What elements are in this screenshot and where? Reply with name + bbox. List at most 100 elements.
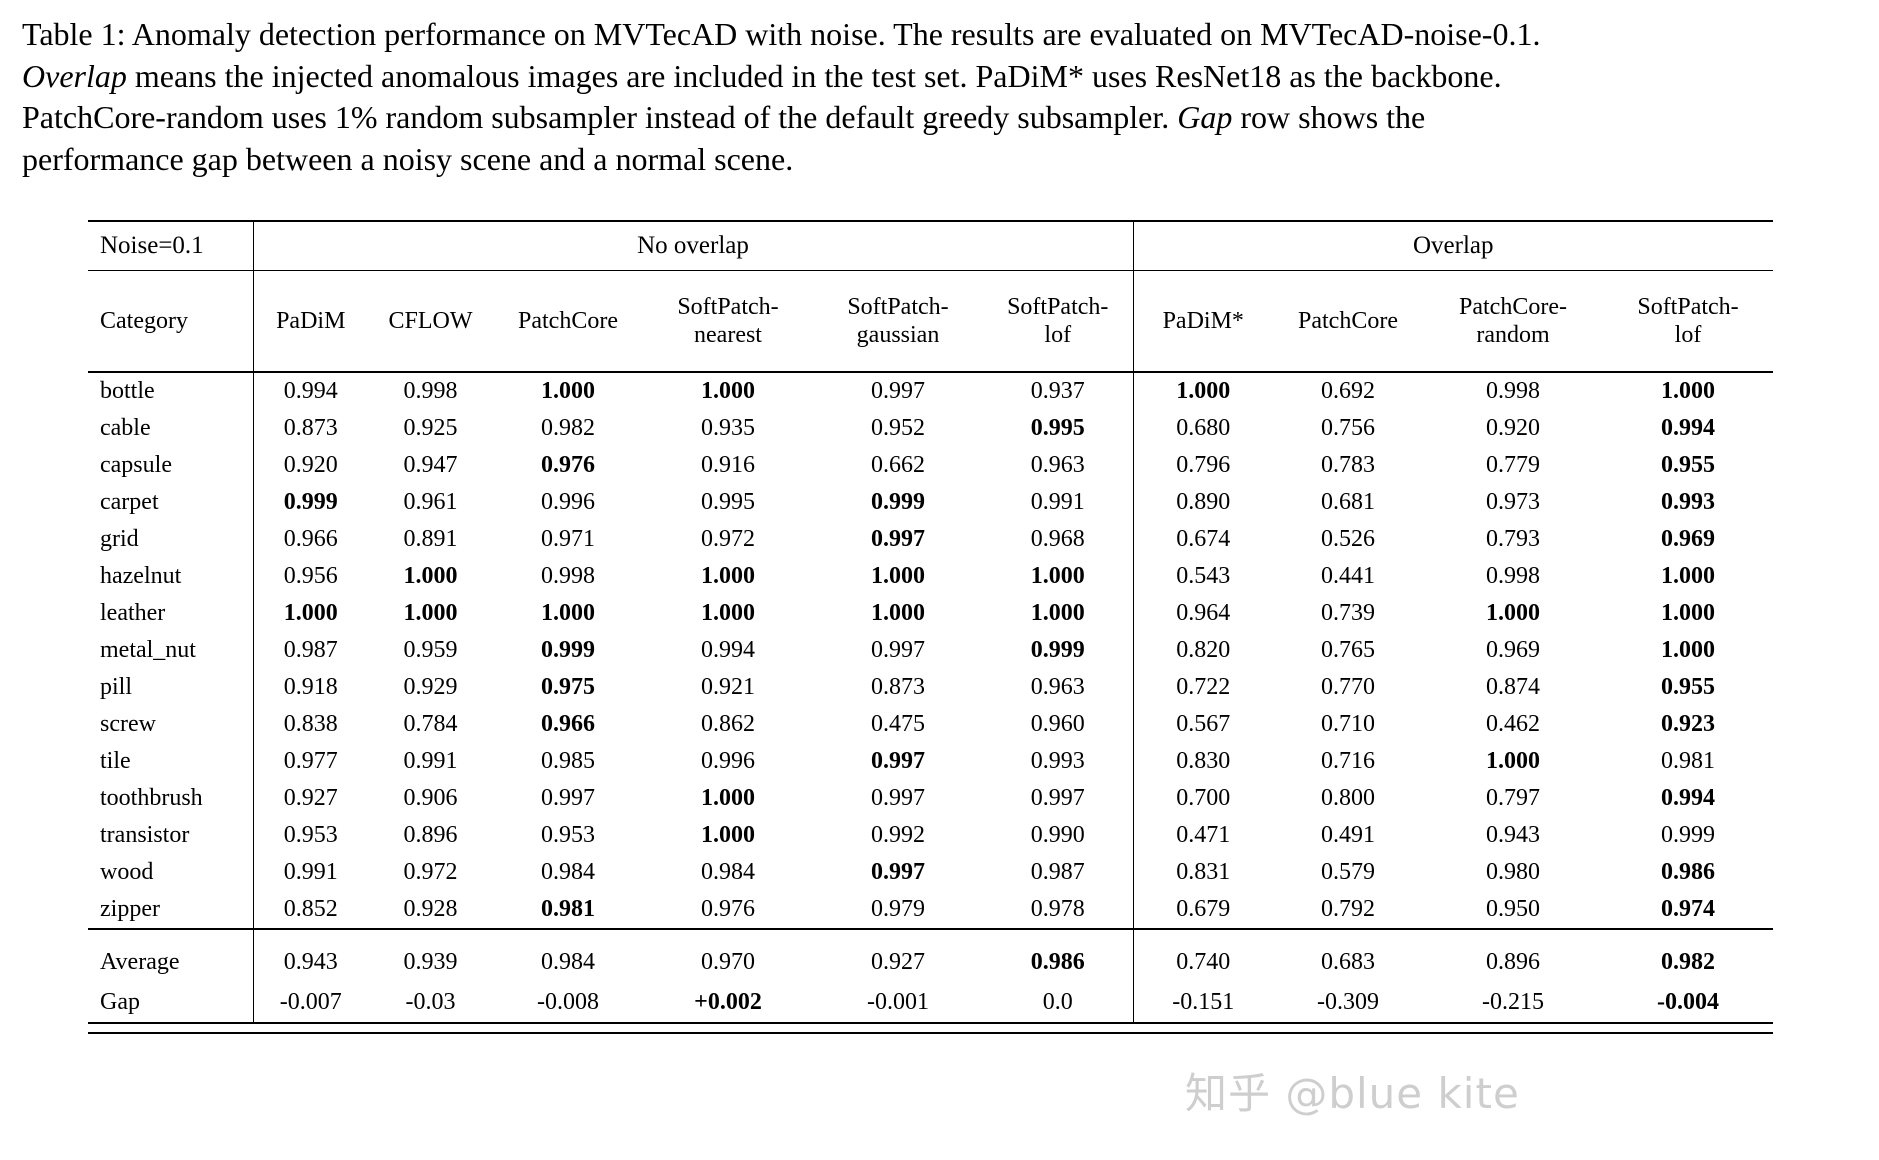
value-cell: 0.680 bbox=[1176, 415, 1231, 442]
value-cell: 0.960 bbox=[983, 706, 1134, 744]
table-row: grid 0.966 0.891 0.971 0.972 0.997 0.968 0.674 0… bbox=[88, 521, 1773, 559]
value-cell: 0.947 bbox=[403, 452, 458, 479]
category-cell: carpet bbox=[88, 484, 254, 522]
table-row: hazelnut 0.956 1.000 0.998 1.000 1.000 1.000 0.… bbox=[88, 558, 1773, 596]
value-cell: 0.987 bbox=[983, 854, 1134, 892]
value-cell: 0.972 bbox=[701, 526, 755, 553]
value-cell: 1.000 bbox=[1486, 600, 1540, 627]
page: Table 1: Anomaly detection performance o… bbox=[0, 14, 1879, 1118]
value-cell: 0.928 bbox=[368, 891, 493, 931]
value-cell: 0.998 bbox=[1486, 563, 1540, 590]
table-row: tile 0.977 0.991 0.985 0.996 0.997 0.993 0.830 0… bbox=[88, 743, 1773, 781]
group-header-overlap: Overlap bbox=[1133, 221, 1774, 272]
value-cell: 0.943 bbox=[283, 948, 338, 975]
table-caption: Table 1: Anomaly detection performance o… bbox=[22, 14, 1544, 180]
value-cell: 0.890 bbox=[1176, 489, 1231, 516]
value-cell: 0.976 bbox=[541, 452, 595, 479]
method-column-header: SoftPatch- gaussian bbox=[813, 270, 983, 374]
results-table: Noise=0.1 No overlap Overlap Category PaD… bbox=[88, 220, 1774, 1035]
value-cell: 0.987 bbox=[283, 637, 338, 664]
value-cell: 0.679 bbox=[1133, 891, 1273, 931]
table-row: carpet 0.999 0.961 0.996 0.995 0.999 0.991 0.89… bbox=[88, 484, 1773, 522]
value-cell: 0.792 bbox=[1273, 891, 1423, 931]
value-cell: 0.964 bbox=[1176, 600, 1231, 627]
category-cell: Average bbox=[88, 929, 254, 983]
caption-text: row shows the performance gap between a … bbox=[22, 99, 1426, 177]
value-cell: 0.830 bbox=[1176, 748, 1231, 775]
value-cell: 0.0 bbox=[983, 982, 1134, 1025]
value-cell: 1.000 bbox=[541, 600, 595, 627]
category-cell: pill bbox=[88, 669, 254, 707]
caption-term: Gap bbox=[1177, 99, 1233, 136]
value-cell: 0.929 bbox=[403, 674, 458, 701]
value-cell: 0.918 bbox=[283, 674, 338, 701]
table-footer: Average 0.943 0.939 0.984 0.970 0.927 0.986 0.7… bbox=[88, 929, 1774, 1035]
value-cell: 0.873 bbox=[871, 674, 925, 701]
value-cell: 0.996 bbox=[541, 489, 595, 516]
value-cell: -0.008 bbox=[493, 982, 643, 1025]
value-cell: 0.974 bbox=[1603, 891, 1774, 931]
value-cell: 0.692 bbox=[1321, 378, 1375, 405]
value-cell: 0.998 bbox=[541, 563, 595, 590]
value-cell: 1.000 bbox=[983, 595, 1134, 633]
noise-level-label: Noise=0.1 bbox=[88, 221, 254, 272]
value-cell: 0.986 bbox=[983, 929, 1134, 983]
value-cell: 0.997 bbox=[871, 785, 925, 812]
method-column-header: SoftPatch- nearest bbox=[643, 270, 813, 374]
value-cell: 1.000 bbox=[701, 822, 755, 849]
table-row: transistor 0.953 0.896 0.953 1.000 0.992 0.990… bbox=[88, 817, 1773, 855]
value-cell: 0.873 bbox=[283, 415, 338, 442]
value-cell: 0.462 bbox=[1486, 711, 1540, 738]
value-cell: 0.991 bbox=[983, 484, 1134, 522]
method-column-header: SoftPatch- lof bbox=[983, 270, 1134, 374]
value-cell: 0.820 bbox=[1176, 637, 1231, 664]
value-cell: 0.994 bbox=[701, 637, 755, 664]
category-cell: tile bbox=[88, 743, 254, 781]
table-row: bottle 0.994 0.998 1.000 1.000 0.997 0.937 1.00… bbox=[88, 372, 1773, 411]
value-cell: 0.674 bbox=[1176, 526, 1231, 553]
value-cell: 0.937 bbox=[983, 372, 1134, 411]
value-cell: 0.966 bbox=[541, 711, 595, 738]
value-cell: 0.935 bbox=[701, 415, 755, 442]
category-cell: zipper bbox=[88, 891, 254, 931]
category-cell: bottle bbox=[88, 372, 254, 411]
table-row: screw 0.838 0.784 0.966 0.862 0.475 0.960 0.567… bbox=[88, 706, 1773, 744]
method-column-header: PaDiM* bbox=[1133, 270, 1273, 374]
bottom-rule-spacer bbox=[88, 1023, 1774, 1035]
value-cell: 0.925 bbox=[403, 415, 458, 442]
method-column-header: PatchCore- random bbox=[1423, 270, 1603, 374]
value-cell: 0.991 bbox=[283, 859, 338, 886]
value-cell: -0.151 bbox=[1133, 982, 1273, 1025]
value-cell: 0.969 bbox=[1661, 526, 1716, 553]
column-header-row: Category PaDiM CFLOW PatchCore SoftPatch- ne… bbox=[88, 270, 1774, 374]
value-cell: 0.997 bbox=[871, 637, 925, 664]
value-cell: 1.000 bbox=[701, 785, 755, 812]
table-row: wood 0.991 0.972 0.984 0.984 0.997 0.987 0.831 0… bbox=[88, 854, 1773, 892]
value-cell: 0.969 bbox=[1486, 637, 1540, 664]
value-cell: 0.779 bbox=[1486, 452, 1540, 479]
value-cell: 1.000 bbox=[1486, 748, 1540, 775]
value-cell: 0.999 bbox=[541, 637, 595, 664]
value-cell: 0.722 bbox=[1176, 674, 1231, 701]
value-cell: 0.999 bbox=[1661, 822, 1716, 849]
value-cell: 0.976 bbox=[643, 891, 813, 931]
value-cell: 0.982 bbox=[541, 415, 595, 442]
value-cell: 0.852 bbox=[253, 891, 368, 931]
value-cell: 0.999 bbox=[283, 489, 338, 516]
value-cell: 0.997 bbox=[871, 748, 925, 775]
value-cell: 0.984 bbox=[541, 948, 595, 975]
value-cell: -0.309 bbox=[1273, 982, 1423, 1025]
value-cell: 0.491 bbox=[1321, 822, 1375, 849]
value-cell: 0.793 bbox=[1486, 526, 1540, 553]
table-row: Average 0.943 0.939 0.984 0.970 0.927 0.986 0.7… bbox=[88, 929, 1773, 983]
value-cell: 1.000 bbox=[541, 378, 595, 405]
caption-text: Table 1: Anomaly detection performance o… bbox=[22, 16, 1541, 52]
value-cell: 0.579 bbox=[1321, 859, 1375, 886]
value-cell: 0.994 bbox=[1661, 415, 1716, 442]
value-cell: 0.997 bbox=[871, 859, 925, 886]
value-cell: 0.963 bbox=[983, 669, 1134, 707]
table-row: Gap -0.007 -0.03 -0.008 +0.002 -0.001 0.0 -0.15… bbox=[88, 982, 1774, 1025]
value-cell: 1.000 bbox=[871, 563, 925, 590]
value-cell: 0.916 bbox=[701, 452, 755, 479]
value-cell: 0.993 bbox=[1661, 489, 1716, 516]
